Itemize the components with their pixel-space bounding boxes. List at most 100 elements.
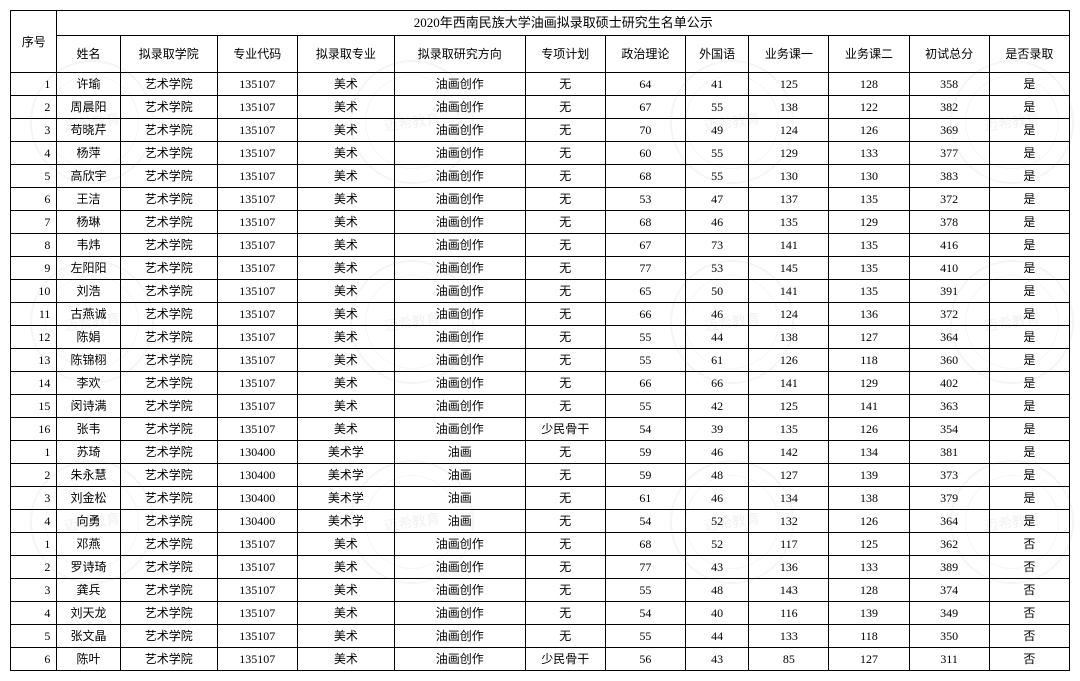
cell-major: 美术 [297, 648, 394, 671]
cell-code: 135107 [217, 556, 297, 579]
cell-admit: 是 [989, 96, 1069, 119]
cell-admit: 否 [989, 533, 1069, 556]
cell-foreign: 44 [685, 625, 748, 648]
cell-plan: 无 [525, 602, 605, 625]
cell-total: 358 [909, 73, 989, 96]
cell-course2: 135 [829, 234, 909, 257]
cell-foreign: 49 [685, 119, 748, 142]
cell-course2: 141 [829, 395, 909, 418]
cell-admit: 是 [989, 487, 1069, 510]
cell-course2: 126 [829, 510, 909, 533]
cell-foreign: 61 [685, 349, 748, 372]
cell-major: 美术 [297, 602, 394, 625]
cell-foreign: 47 [685, 188, 748, 211]
table-row: 16张韦艺术学院135107美术油画创作少民骨干5439135126354是 [11, 418, 1070, 441]
cell-direction: 油画创作 [394, 165, 525, 188]
cell-total: 373 [909, 464, 989, 487]
cell-seq: 15 [11, 395, 57, 418]
cell-code: 135107 [217, 165, 297, 188]
cell-seq: 1 [11, 441, 57, 464]
cell-plan: 无 [525, 579, 605, 602]
cell-admit: 是 [989, 119, 1069, 142]
cell-total: 360 [909, 349, 989, 372]
table-row: 2朱永慧艺术学院130400美术学油画无5948127139373是 [11, 464, 1070, 487]
cell-admit: 是 [989, 349, 1069, 372]
cell-politics: 77 [605, 257, 685, 280]
cell-plan: 无 [525, 303, 605, 326]
cell-total: 379 [909, 487, 989, 510]
cell-name: 张韦 [57, 418, 120, 441]
cell-plan: 无 [525, 165, 605, 188]
cell-admit: 是 [989, 188, 1069, 211]
cell-course1: 125 [749, 73, 829, 96]
cell-seq: 11 [11, 303, 57, 326]
table-row: 3刘金松艺术学院130400美术学油画无6146134138379是 [11, 487, 1070, 510]
cell-plan: 无 [525, 280, 605, 303]
cell-direction: 油画 [394, 441, 525, 464]
cell-seq: 3 [11, 579, 57, 602]
cell-college: 艺术学院 [120, 395, 217, 418]
cell-seq: 1 [11, 73, 57, 96]
cell-admit: 否 [989, 579, 1069, 602]
cell-name: 闵诗满 [57, 395, 120, 418]
cell-total: 363 [909, 395, 989, 418]
cell-politics: 67 [605, 234, 685, 257]
cell-college: 艺术学院 [120, 73, 217, 96]
cell-major: 美术 [297, 579, 394, 602]
cell-seq: 1 [11, 533, 57, 556]
cell-name: 陈娟 [57, 326, 120, 349]
cell-foreign: 43 [685, 648, 748, 671]
cell-course2: 139 [829, 464, 909, 487]
cell-code: 135107 [217, 257, 297, 280]
cell-foreign: 46 [685, 441, 748, 464]
table-row: 6陈叶艺术学院135107美术油画创作少民骨干564385127311否 [11, 648, 1070, 671]
cell-college: 艺术学院 [120, 165, 217, 188]
cell-code: 130400 [217, 464, 297, 487]
cell-seq: 12 [11, 326, 57, 349]
cell-course1: 116 [749, 602, 829, 625]
cell-name: 陈锦栩 [57, 349, 120, 372]
cell-politics: 59 [605, 441, 685, 464]
cell-college: 艺术学院 [120, 418, 217, 441]
cell-seq: 16 [11, 418, 57, 441]
cell-course1: 141 [749, 234, 829, 257]
cell-total: 364 [909, 510, 989, 533]
header-politics: 政治理论 [605, 36, 685, 73]
table-row: 1苏琦艺术学院130400美术学油画无5946142134381是 [11, 441, 1070, 464]
cell-plan: 无 [525, 510, 605, 533]
header-code: 专业代码 [217, 36, 297, 73]
cell-total: 372 [909, 188, 989, 211]
table-row: 14李欢艺术学院135107美术油画创作无6666141129402是 [11, 372, 1070, 395]
cell-foreign: 41 [685, 73, 748, 96]
cell-seq: 6 [11, 648, 57, 671]
table-row: 3苟晓芹艺术学院135107美术油画创作无7049124126369是 [11, 119, 1070, 142]
cell-plan: 无 [525, 257, 605, 280]
cell-direction: 油画创作 [394, 625, 525, 648]
table-title: 2020年西南民族大学油画拟录取硕士研究生名单公示 [57, 11, 1070, 36]
cell-code: 135107 [217, 326, 297, 349]
cell-admit: 是 [989, 142, 1069, 165]
cell-major: 美术学 [297, 464, 394, 487]
cell-college: 艺术学院 [120, 602, 217, 625]
cell-course2: 122 [829, 96, 909, 119]
cell-name: 邓燕 [57, 533, 120, 556]
cell-major: 美术 [297, 372, 394, 395]
cell-total: 378 [909, 211, 989, 234]
cell-total: 374 [909, 579, 989, 602]
cell-name: 古燕诚 [57, 303, 120, 326]
cell-code: 135107 [217, 602, 297, 625]
cell-major: 美术 [297, 188, 394, 211]
cell-total: 391 [909, 280, 989, 303]
cell-course1: 136 [749, 556, 829, 579]
cell-seq: 3 [11, 119, 57, 142]
cell-admit: 是 [989, 73, 1069, 96]
cell-college: 艺术学院 [120, 234, 217, 257]
header-seq: 序号 [11, 11, 57, 73]
cell-name: 朱永慧 [57, 464, 120, 487]
cell-course1: 141 [749, 372, 829, 395]
cell-course2: 126 [829, 418, 909, 441]
cell-total: 369 [909, 119, 989, 142]
cell-college: 艺术学院 [120, 625, 217, 648]
cell-course1: 143 [749, 579, 829, 602]
cell-politics: 54 [605, 510, 685, 533]
